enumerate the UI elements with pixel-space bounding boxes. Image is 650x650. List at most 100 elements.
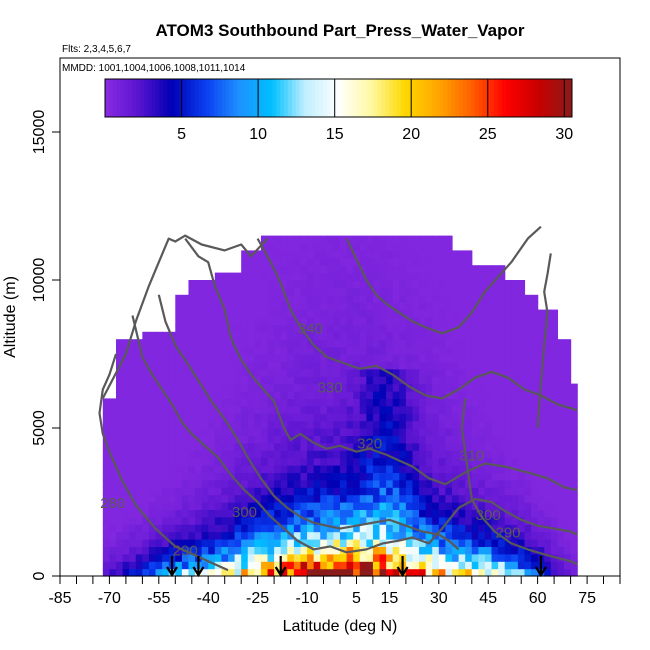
colorbar-swatch — [299, 79, 304, 117]
heatmap-cell — [471, 346, 479, 355]
heatmap-cell — [228, 339, 236, 348]
heatmap-cell — [188, 479, 196, 488]
heatmap-cell — [267, 243, 275, 251]
heatmap-cell — [570, 450, 578, 459]
colorbar-swatch — [396, 79, 402, 117]
heatmap-cell — [392, 294, 400, 303]
heatmap-cell — [320, 413, 328, 422]
heatmap-cell — [544, 546, 552, 555]
heatmap-cell — [201, 331, 209, 340]
heatmap-cell — [300, 317, 308, 325]
heatmap-cell — [471, 428, 479, 436]
heatmap-cell — [491, 398, 499, 407]
heatmap-cell — [346, 413, 354, 422]
heatmap-cell — [221, 361, 229, 370]
heatmap-cell — [399, 509, 407, 518]
heatmap-cell — [267, 546, 275, 555]
heatmap-cell — [537, 413, 545, 422]
heatmap-cell — [557, 368, 565, 377]
heatmap-cell — [405, 287, 414, 296]
heatmap-cell — [478, 383, 486, 392]
heatmap-cell — [372, 302, 381, 311]
heatmap-cell — [135, 502, 143, 510]
heatmap-cell — [326, 383, 335, 392]
heatmap-cell — [201, 324, 209, 333]
heatmap-cell — [221, 509, 229, 518]
heatmap-cell — [511, 405, 519, 414]
heatmap-cell — [504, 472, 512, 481]
heatmap-cell — [452, 539, 460, 547]
heatmap-cell — [320, 487, 328, 496]
heatmap-cell — [135, 442, 143, 451]
colorbar-swatch — [245, 79, 250, 117]
heatmap-cell — [445, 324, 453, 333]
heatmap-cell — [379, 243, 387, 251]
heatmap-cell — [162, 539, 170, 547]
heatmap-cell — [504, 354, 512, 362]
heatmap-cell — [550, 472, 559, 481]
heatmap-cell — [300, 561, 308, 570]
heatmap-cell — [195, 413, 203, 422]
heatmap-cell — [267, 331, 275, 340]
heatmap-cell — [531, 516, 539, 525]
heatmap-cell — [504, 324, 512, 333]
heatmap-cell — [392, 539, 400, 547]
heatmap-cell — [550, 502, 559, 510]
heatmap-cell — [412, 546, 420, 555]
y-tick-label: 15000 — [31, 110, 48, 155]
heatmap-cell — [392, 450, 400, 459]
heatmap-cell — [392, 457, 400, 466]
heatmap-cell — [372, 553, 381, 562]
contour-line — [157, 294, 460, 551]
heatmap-cell — [484, 494, 493, 503]
heatmap-cell — [148, 383, 157, 392]
heatmap-cell — [366, 287, 374, 296]
heatmap-cell — [195, 524, 203, 533]
heatmap-cell — [471, 354, 479, 362]
heatmap-cell — [484, 450, 493, 459]
heatmap-cell — [326, 243, 335, 251]
heatmap-cell — [142, 524, 150, 533]
heatmap-cell — [109, 553, 117, 562]
heatmap-cell — [162, 376, 170, 385]
heatmap-cell — [564, 383, 572, 392]
heatmap-cell — [379, 524, 387, 533]
heatmap-cell — [313, 272, 321, 281]
heatmap-cell — [307, 494, 315, 503]
heatmap-cell — [280, 257, 288, 266]
heatmap-cell — [195, 494, 203, 503]
colorbar-swatch — [416, 79, 421, 117]
heatmap-cell — [445, 553, 453, 562]
heatmap-cell — [228, 428, 236, 436]
heatmap-cell — [228, 294, 236, 303]
heatmap-cell — [557, 539, 565, 547]
heatmap-cell — [221, 368, 229, 377]
heatmap-cell — [293, 524, 302, 533]
heatmap-cell — [458, 265, 466, 274]
heatmap-cell — [168, 487, 176, 496]
heatmap-cell — [188, 428, 196, 436]
heatmap-cell — [142, 465, 150, 473]
heatmap-cell — [524, 442, 532, 451]
heatmap-cell — [333, 354, 341, 362]
profile-arrows — [166, 556, 547, 578]
heatmap-cell — [234, 472, 242, 481]
heatmap-cell — [353, 243, 361, 251]
heatmap-cell — [517, 346, 526, 355]
heatmap-cell — [550, 420, 559, 429]
heatmap-cell — [425, 516, 433, 525]
heatmap-cell — [379, 405, 387, 414]
heatmap-cell — [195, 450, 203, 459]
colorbar-swatch — [404, 79, 410, 117]
chart-title: ATOM3 Southbound Part_Press_Water_Vapor — [155, 21, 524, 40]
heatmap-cell — [484, 524, 493, 533]
heatmap-cell — [531, 539, 539, 547]
heatmap-cell — [333, 243, 341, 251]
heatmap-cell — [313, 568, 321, 577]
heatmap-cell — [372, 376, 381, 385]
heatmap-cell — [247, 472, 255, 481]
colorbar-swatch — [552, 79, 557, 117]
heatmap-cell — [484, 568, 493, 577]
heatmap-cell — [557, 450, 565, 459]
heatmap-cell — [465, 287, 473, 296]
